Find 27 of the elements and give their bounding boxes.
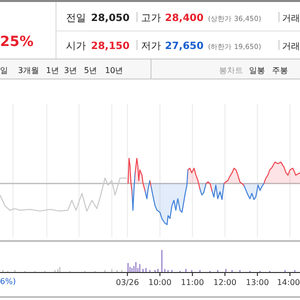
text: 1년 [46,66,60,75]
text: 일봉 [249,66,265,75]
text: 6%) [0,277,16,286]
text: 28,400 [165,13,204,24]
x-tick-label: 14:00 [276,278,300,287]
text: 5년 [84,66,98,75]
text: 일 [0,66,8,75]
x-tick-label: 13:00 [246,278,269,287]
text: 전일 [66,13,86,24]
text: 거래 [282,14,300,24]
x-tick-label: 12:00 [213,278,236,287]
text: 10년 [105,66,124,75]
text: 고가 [141,13,161,24]
text: 시가 [66,41,86,52]
text: 거래 [282,42,300,52]
text: 28,050 [91,13,130,24]
x-tick-label: 11:00 [180,278,204,287]
x-tick-label: 10:00 [148,278,172,287]
text: 봉차트 [219,66,243,75]
text: 27,650 [165,41,204,52]
text: 3년 [64,66,78,75]
text: 28,150 [91,41,130,52]
text: 25% [0,34,34,50]
text: 3개월 [18,66,40,75]
x-tick-label: 03/26 [116,278,139,287]
text: 주봉 [272,66,288,75]
text: 저가 [141,41,161,52]
